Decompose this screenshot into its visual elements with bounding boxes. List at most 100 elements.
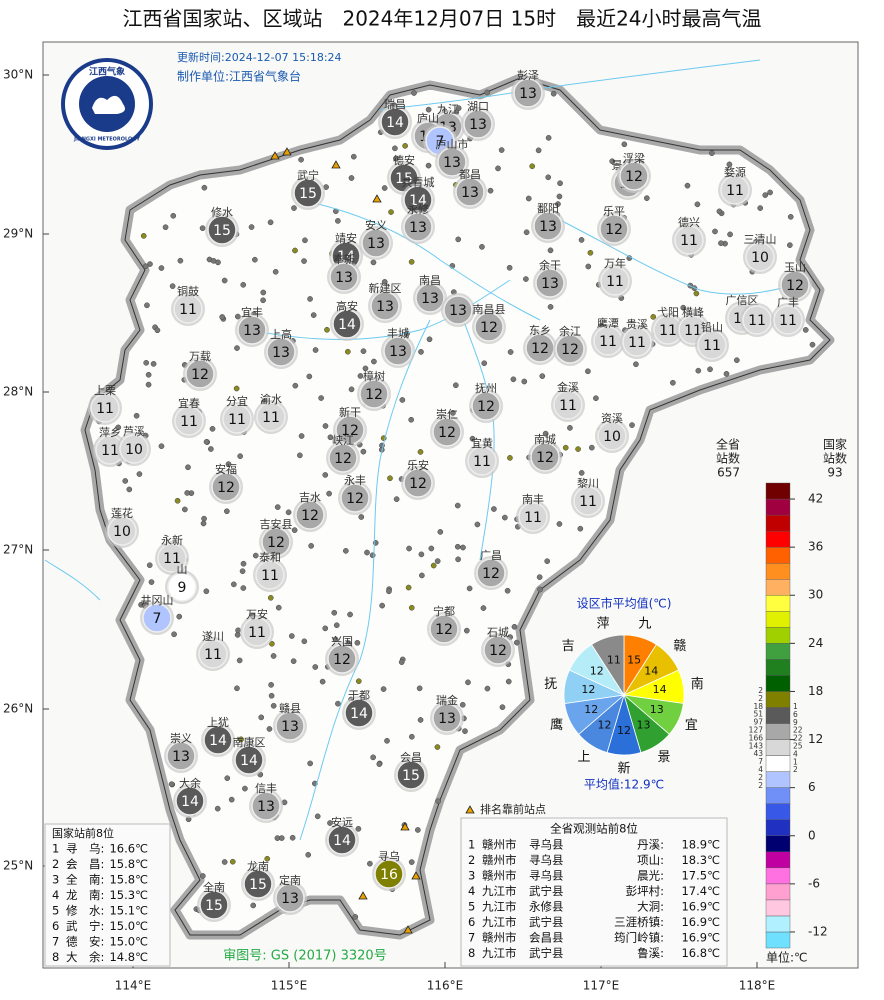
station-dot [454, 502, 461, 509]
station-dot [587, 249, 594, 256]
all-count: 2 [758, 781, 763, 790]
station-bubble [533, 211, 563, 241]
station-name: 宜黄 [471, 436, 493, 450]
station-name: 井冈山 [141, 593, 174, 607]
station-dot [802, 327, 809, 333]
station-bubble [256, 402, 286, 432]
station-dot [480, 605, 487, 611]
station-value: 11 [101, 443, 119, 459]
province-table-cell: 寻乌县 [529, 869, 564, 883]
national-table-title: 国家站前8位 [52, 826, 114, 840]
station-bubble [463, 109, 493, 139]
station-dot [208, 446, 214, 452]
station-dot [381, 185, 388, 191]
station-dot [419, 572, 425, 579]
station-dot [545, 174, 552, 181]
station-dot [585, 263, 592, 270]
station-dot [184, 490, 191, 496]
station-bubble [173, 294, 203, 324]
station-dot [267, 219, 274, 226]
station-dot [370, 259, 377, 266]
station-value: 14 [386, 115, 404, 131]
colorbar-tick-label: 24 [808, 636, 823, 650]
station-dot [726, 161, 733, 168]
station-dot [342, 547, 349, 554]
station-name: 渝水 [260, 392, 282, 406]
station-dot [507, 349, 514, 355]
station-dot [327, 434, 334, 441]
station-dot [547, 304, 554, 310]
station-dot [201, 184, 208, 191]
station-dot [162, 224, 169, 231]
pie-slice [591, 634, 625, 697]
station-dot [332, 636, 339, 643]
station-name: 于都 [348, 689, 370, 702]
station-dot [733, 357, 740, 364]
station-dot [154, 327, 161, 334]
station-bubble [199, 890, 229, 920]
station-dot [712, 228, 718, 235]
station-name: 武宁 [297, 168, 319, 182]
station-bubble [403, 212, 433, 242]
station-value: 11 [748, 313, 766, 329]
province-table-cell: 丹溪: [637, 838, 664, 852]
station-dot [511, 623, 518, 630]
station-value: 12 [605, 222, 623, 238]
station-value: 14 [240, 753, 258, 769]
colorbar-cell [765, 562, 791, 580]
station-value: 12 [341, 423, 359, 439]
station-dot [787, 242, 793, 248]
station-name: 共青城 [402, 176, 435, 189]
station-dot [236, 657, 243, 664]
colorbar-cell [765, 883, 791, 901]
station-value: 11 [228, 412, 246, 428]
station-dot [370, 754, 376, 761]
station-name: 南昌 [419, 274, 441, 287]
station-dot [235, 627, 241, 634]
station-name: 奉新 [333, 252, 355, 266]
river [249, 279, 511, 340]
station-bubble [329, 262, 359, 292]
national-table-cell: 15.3℃ [109, 888, 148, 902]
station-dot [434, 558, 441, 564]
station-name: 安远 [331, 815, 353, 829]
colorbar-cell [765, 723, 791, 740]
station-dot [140, 233, 147, 239]
station-bubble [674, 225, 704, 255]
station-dot [199, 873, 206, 879]
station-value: 13 [281, 719, 299, 735]
station-value: 13 [449, 303, 467, 319]
station-dot [298, 156, 304, 163]
station-bubble [266, 337, 296, 367]
station-value: 11 [703, 338, 721, 354]
station-dot [355, 825, 362, 832]
station-dot [757, 205, 764, 211]
station-value: 14 [181, 794, 199, 810]
station-name: 赣县 [279, 701, 301, 715]
all-count: 4 [758, 765, 763, 774]
station-name: 永新 [161, 533, 183, 547]
station-dot [542, 430, 549, 437]
pie-label: 抚 [544, 677, 557, 692]
station-dot [454, 543, 461, 550]
station-dot [498, 147, 505, 153]
station-dot [168, 781, 175, 788]
station-value: 12 [346, 491, 364, 507]
station-value: 12 [409, 476, 427, 492]
station-dot [417, 449, 424, 455]
station-dot [716, 208, 723, 215]
station-dot [312, 347, 319, 353]
pie-average: 平均值:12.9℃ [584, 777, 664, 792]
station-bubble [237, 315, 267, 345]
station-name: 定南 [279, 873, 301, 887]
station-bubble [380, 107, 410, 137]
lon-label: 117°E [583, 979, 620, 993]
station-dot [450, 410, 456, 416]
station-dot [275, 604, 282, 611]
station-dot [145, 371, 152, 378]
station-bubble [600, 266, 630, 296]
colorbar-cell [765, 739, 791, 756]
station-bubble [242, 617, 272, 647]
station-dot [367, 860, 373, 867]
station-value: 15 [395, 171, 413, 187]
